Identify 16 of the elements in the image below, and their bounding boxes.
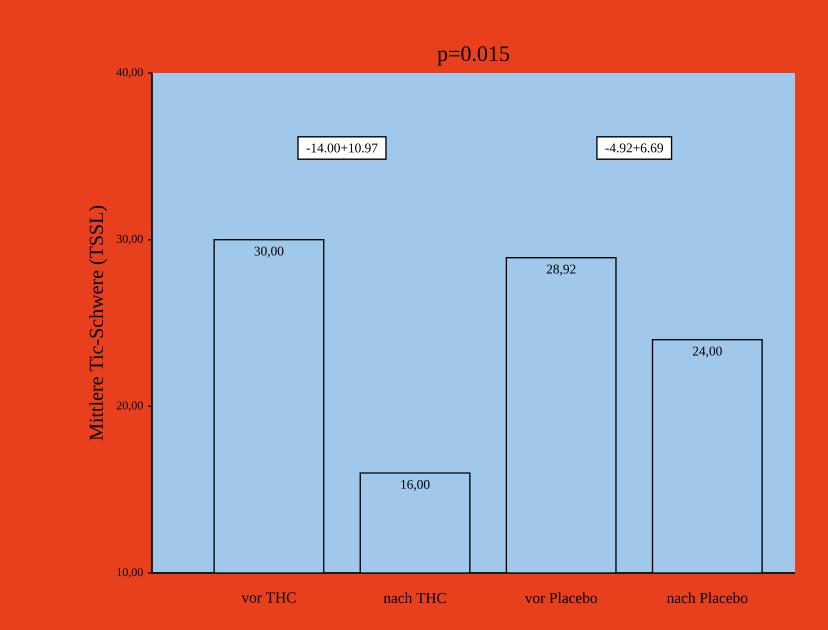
annotation: -14.00+10.97: [306, 143, 378, 153]
data-label: 24,00: [692, 346, 722, 358]
y-axis-title: Mittlere Tic-Schwere (TSSL): [89, 206, 108, 440]
x-tick-label: nach THC: [384, 592, 446, 604]
x-tick-label: vor Placebo: [524, 592, 597, 604]
data-label: 30,00: [254, 246, 284, 258]
y-tick-label: 10,00: [117, 568, 143, 578]
x-tick-label: nach Placebo: [667, 592, 748, 604]
data-label: 16,00: [401, 480, 430, 491]
annotation: -4.92+6.69: [605, 143, 664, 152]
data-label: 28,92: [546, 264, 576, 276]
chart-title: p=0.015: [437, 46, 510, 66]
y-tick-label: 20,00: [116, 401, 143, 412]
y-tick-label: 30,00: [116, 234, 143, 245]
x-tick-label: vor THC: [241, 592, 296, 603]
y-tick-label: 40,00: [116, 68, 143, 78]
